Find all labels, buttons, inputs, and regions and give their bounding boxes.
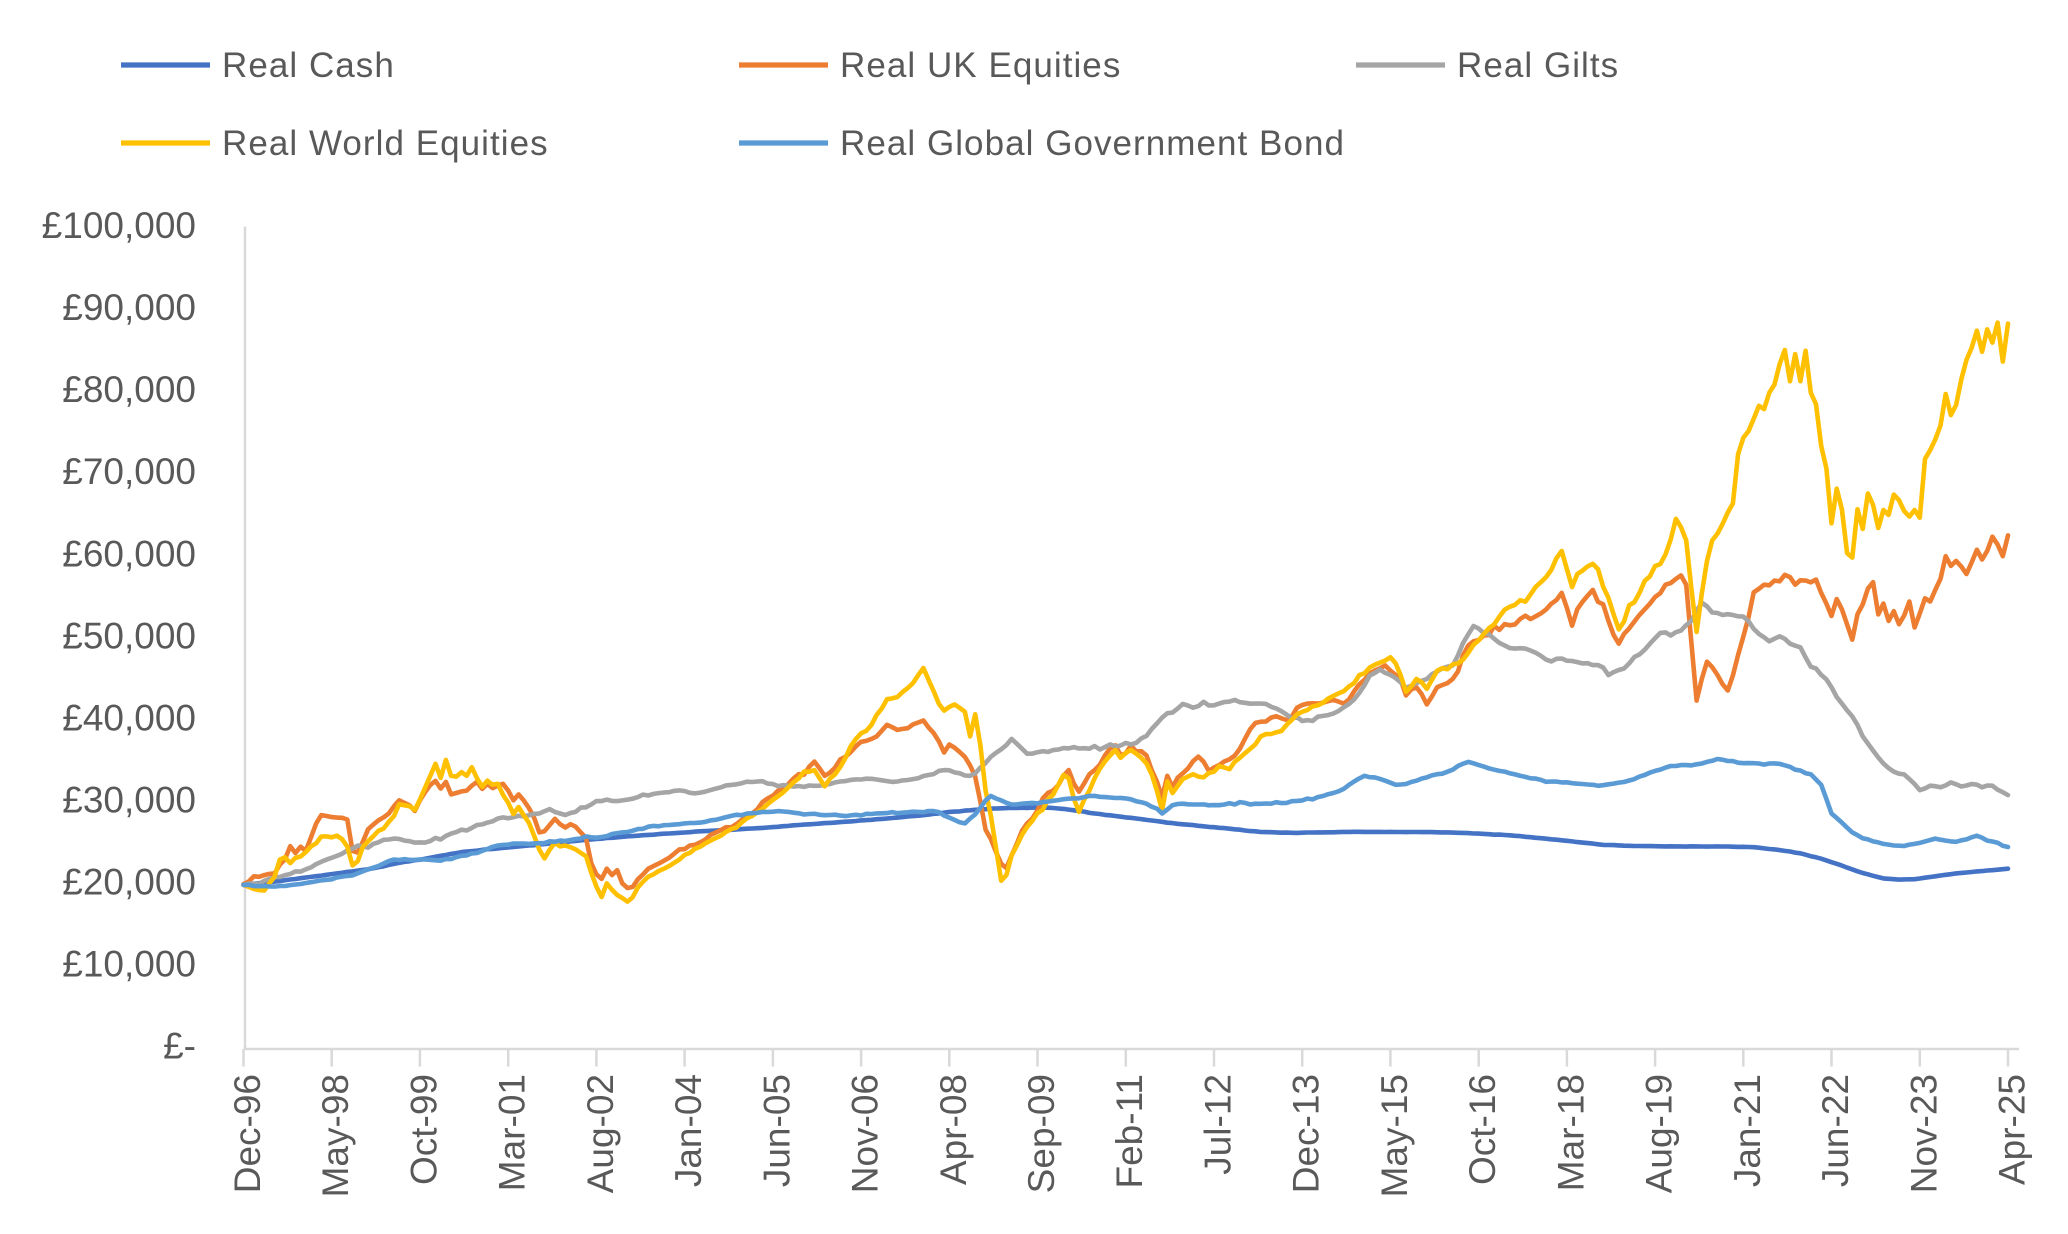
svg-text:Dec-13: Dec-13 (1286, 1074, 1327, 1193)
svg-text:£-: £- (163, 1026, 196, 1067)
svg-text:Jun-22: Jun-22 (1815, 1074, 1856, 1187)
svg-text:Apr-25: Apr-25 (1992, 1074, 2033, 1185)
svg-text:£30,000: £30,000 (62, 779, 196, 820)
svg-text:Aug-19: Aug-19 (1639, 1074, 1680, 1193)
svg-text:Nov-23: Nov-23 (1903, 1074, 1944, 1193)
svg-text:Apr-08: Apr-08 (933, 1074, 974, 1185)
svg-text:Jan-21: Jan-21 (1727, 1074, 1768, 1187)
svg-text:Nov-06: Nov-06 (845, 1074, 886, 1193)
svg-text:Real Global Government Bond: Real Global Government Bond (840, 124, 1345, 163)
svg-text:£50,000: £50,000 (62, 615, 196, 656)
svg-text:£70,000: £70,000 (62, 451, 196, 492)
svg-text:Jan-04: Jan-04 (668, 1074, 709, 1187)
svg-text:£60,000: £60,000 (62, 533, 196, 574)
svg-text:Dec-96: Dec-96 (227, 1074, 268, 1193)
svg-text:Real Cash: Real Cash (222, 46, 395, 85)
svg-text:May-15: May-15 (1374, 1074, 1415, 1197)
svg-text:£100,000: £100,000 (42, 205, 196, 246)
svg-text:£40,000: £40,000 (62, 697, 196, 738)
svg-text:£80,000: £80,000 (62, 369, 196, 410)
svg-text:Oct-99: Oct-99 (403, 1074, 444, 1185)
svg-text:£20,000: £20,000 (62, 861, 196, 902)
svg-text:Mar-18: Mar-18 (1550, 1074, 1591, 1191)
svg-text:Mar-01: Mar-01 (492, 1074, 533, 1191)
svg-text:Real World Equities: Real World Equities (222, 124, 549, 163)
svg-text:Jun-05: Jun-05 (756, 1074, 797, 1187)
svg-text:Real Gilts: Real Gilts (1457, 46, 1619, 85)
svg-text:Feb-11: Feb-11 (1109, 1074, 1150, 1189)
svg-text:Aug-02: Aug-02 (580, 1074, 621, 1193)
svg-text:Oct-16: Oct-16 (1462, 1074, 1503, 1185)
svg-text:Real UK Equities: Real UK Equities (840, 46, 1121, 85)
svg-text:Sep-09: Sep-09 (1021, 1074, 1062, 1193)
svg-text:£90,000: £90,000 (62, 287, 196, 328)
svg-text:£10,000: £10,000 (62, 944, 196, 985)
svg-text:May-98: May-98 (315, 1074, 356, 1197)
svg-text:Jul-12: Jul-12 (1198, 1074, 1239, 1175)
